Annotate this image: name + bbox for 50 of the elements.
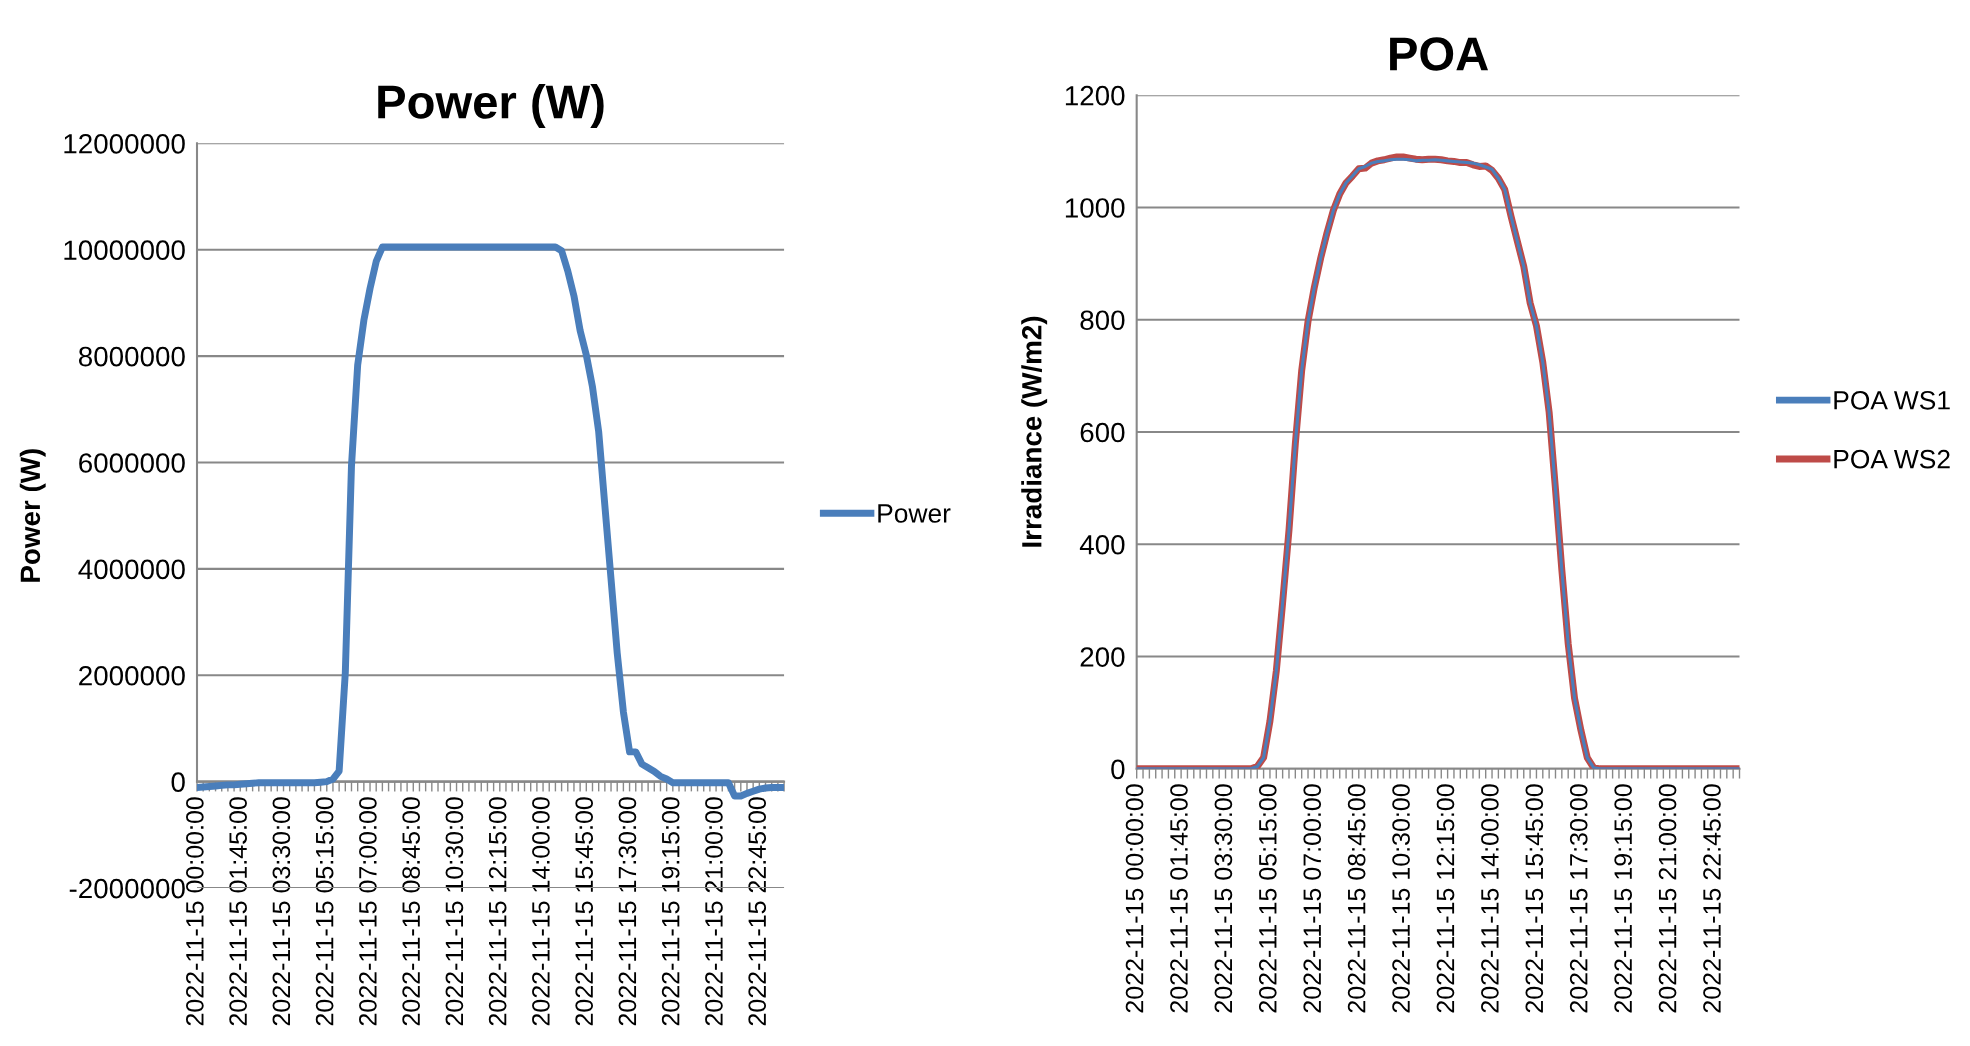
chart-title: Power (W) <box>378 84 604 129</box>
x-tick-label: 2022-11-15 00:00:00 <box>1125 784 1144 1013</box>
x-tick-label: 2022-11-15 03:30:00 <box>1214 784 1233 1013</box>
x-tick-label: 2022-11-15 22:45:00 <box>748 797 767 1026</box>
x-tick-label: 2022-11-15 22:45:00 <box>1703 784 1721 1013</box>
x-tick-label: 2022-11-15 14:00:00 <box>532 797 550 1026</box>
x-tick-label: 2022-11-15 08:45:00 <box>1347 784 1366 1013</box>
x-tick-label: 2022-11-15 21:00:00 <box>705 797 723 1026</box>
y-axis-title: Irradiance (W/m2) <box>1021 316 1048 547</box>
x-tick-label: 2022-11-15 10:30:00 <box>445 797 464 1026</box>
x-tick-label: 2022-11-15 07:00:00 <box>1303 784 1322 1013</box>
x-tick-label: 2022-11-15 21:00:00 <box>1658 784 1677 1013</box>
y-tick-label: 12000000 <box>64 133 185 154</box>
x-tick-label: 2022-11-15 17:30:00 <box>618 797 637 1026</box>
y-tick-label: 8000000 <box>78 346 185 367</box>
x-tick-label: 2022-11-15 00:00:00 <box>186 797 204 1026</box>
y-tick-label: 600 <box>1080 422 1125 443</box>
x-tick-label: 2022-11-15 12:15:00 <box>488 797 507 1026</box>
chart-title: POA <box>1390 37 1489 71</box>
x-tick-label: 2022-11-15 12:15:00 <box>1436 784 1455 1013</box>
x-tick-label: 2022-11-15 08:45:00 <box>402 797 420 1026</box>
y-tick-label: 400 <box>1079 534 1125 555</box>
x-tick-label: 2022-11-15 07:00:00 <box>359 797 377 1026</box>
x-tick-label: 2022-11-15 05:15:00 <box>315 797 334 1026</box>
x-tick-label: 2022-11-15 10:30:00 <box>1392 784 1410 1013</box>
x-tick-label: 2022-11-15 01:45:00 <box>1170 784 1188 1013</box>
x-tick-label: 2022-11-15 19:15:00 <box>661 797 680 1026</box>
y-tick-label: 800 <box>1080 310 1125 331</box>
y-tick-label: 1000 <box>1065 198 1125 218</box>
y-tick-label: 2000000 <box>79 665 185 686</box>
y-tick-label: 6000000 <box>79 453 185 473</box>
y-tick-label: 10000000 <box>64 240 185 261</box>
x-tick-label: 2022-11-15 14:00:00 <box>1481 784 1499 1013</box>
y-tick-label: 0 <box>1111 759 1125 780</box>
x-tick-label: 2022-11-15 17:30:00 <box>1569 784 1588 1013</box>
y-tick-label: 4000000 <box>78 559 185 580</box>
x-tick-label: 2022-11-15 05:15:00 <box>1258 784 1277 1013</box>
legend-label: POA WS2 <box>1834 449 1950 469</box>
y-tick-label: -2000000 <box>69 878 185 899</box>
x-tick-label: 2022-11-15 15:45:00 <box>1525 784 1544 1013</box>
legend-label: POA WS1 <box>1834 390 1950 410</box>
x-tick-label: 2022-11-15 19:15:00 <box>1614 784 1632 1013</box>
x-tick-label: 2022-11-15 03:30:00 <box>272 797 291 1026</box>
x-tick-label: 2022-11-15 01:45:00 <box>229 797 247 1026</box>
y-tick-label: 0 <box>171 772 185 792</box>
y-tick-label: 1200 <box>1065 85 1125 106</box>
y-axis-title: Power (W) <box>19 449 46 582</box>
y-tick-label: 200 <box>1080 647 1125 667</box>
x-tick-label: 2022-11-15 15:45:00 <box>575 797 594 1026</box>
legend-label: Power <box>878 504 951 523</box>
